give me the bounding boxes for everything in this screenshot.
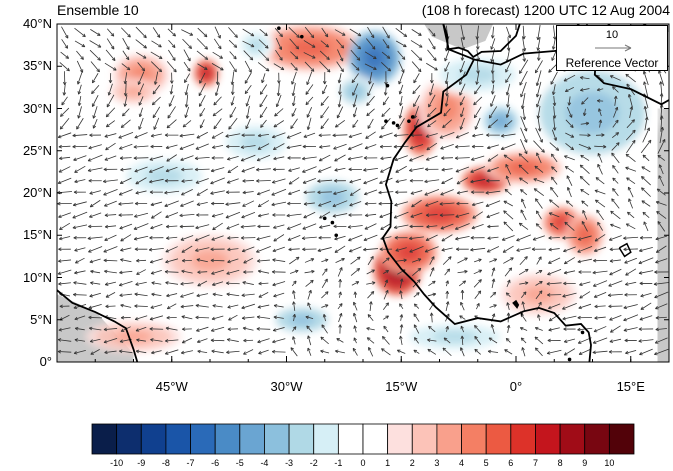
latitude-label: 35°N — [22, 58, 52, 74]
wind-vectors — [57, 24, 669, 357]
colorbar-label: -3 — [285, 458, 294, 468]
colorbar — [91, 423, 635, 455]
colorbar-label: 9 — [582, 458, 588, 468]
colorbar-box — [239, 423, 265, 455]
colorbar-box — [190, 423, 216, 455]
colorbar-box — [411, 423, 438, 455]
colorbar-label: 4 — [459, 458, 465, 468]
colorbar-box — [362, 423, 389, 455]
latitude-label: 40°N — [22, 16, 52, 31]
colorbar-box — [214, 423, 241, 455]
colorbar-label: 0 — [360, 458, 366, 468]
latitude-label: 25°N — [22, 142, 52, 158]
colorbar-box — [535, 423, 561, 455]
reference-arrow — [595, 44, 632, 52]
colorbar-box — [436, 423, 462, 455]
colorbar-label: -8 — [161, 458, 170, 468]
colorbar-box — [116, 423, 142, 455]
colorbar-label: 1 — [385, 458, 391, 468]
colorbar-box — [337, 423, 364, 455]
colorbar-label: -1 — [334, 458, 343, 468]
longitude-label: 30°W — [270, 379, 303, 394]
latitude-label: 0° — [39, 354, 52, 369]
colorbar-box — [608, 423, 635, 455]
colorbar-label: -10 — [110, 458, 124, 468]
colorbar-box — [461, 423, 487, 455]
colorbar-label: 2 — [409, 458, 415, 468]
latitude-label: 15°N — [22, 227, 52, 243]
colorbar-box — [313, 423, 339, 455]
colorbar-box — [485, 423, 512, 455]
colorbar-box — [387, 423, 413, 455]
longitude-label: 15°E — [616, 379, 645, 394]
colorbar-box — [510, 423, 536, 455]
latitude-label: 20°N — [22, 185, 52, 200]
panel-title: Ensemble 10 — [57, 2, 139, 18]
colorbar-label: 5 — [483, 458, 489, 468]
forecast-time-title: (108 h forecast) 1200 UTC 12 Aug 2004 — [421, 2, 670, 18]
longitude-label: 45°W — [155, 379, 188, 394]
latitude-label: 10°N — [22, 269, 52, 285]
reference-vector-label: Reference Vector — [565, 56, 659, 70]
colorbar-box — [584, 423, 610, 455]
colorbar-box — [140, 423, 167, 455]
colorbar-label: -9 — [137, 458, 146, 468]
reference-vector-magnitude: 10 — [605, 29, 619, 41]
longitude-label: 0° — [509, 379, 523, 394]
colorbar-label: 3 — [434, 458, 440, 468]
colorbar-label: -6 — [211, 458, 220, 468]
colorbar-box — [288, 423, 315, 455]
colorbar-label: -2 — [309, 458, 318, 468]
colorbar-box — [559, 423, 586, 455]
colorbar-label: 6 — [508, 458, 514, 468]
longitude-label: 15°W — [385, 379, 418, 394]
field-shading — [85, 24, 660, 353]
latitude-label: 30°N — [22, 100, 52, 116]
colorbar-label: 7 — [532, 458, 538, 468]
colorbar-label: 8 — [557, 458, 563, 468]
colorbar-label: -7 — [186, 458, 195, 468]
colorbar-box — [264, 423, 290, 455]
reference-vector-box: 10 Reference Vector — [556, 25, 668, 71]
colorbar-label: -4 — [260, 458, 269, 468]
latitude-label: 5°N — [30, 311, 52, 327]
colorbar-label: 10 — [604, 458, 615, 468]
colorbar-box — [165, 423, 191, 455]
colorbar-label: -5 — [235, 458, 244, 468]
colorbar-box — [91, 423, 118, 455]
